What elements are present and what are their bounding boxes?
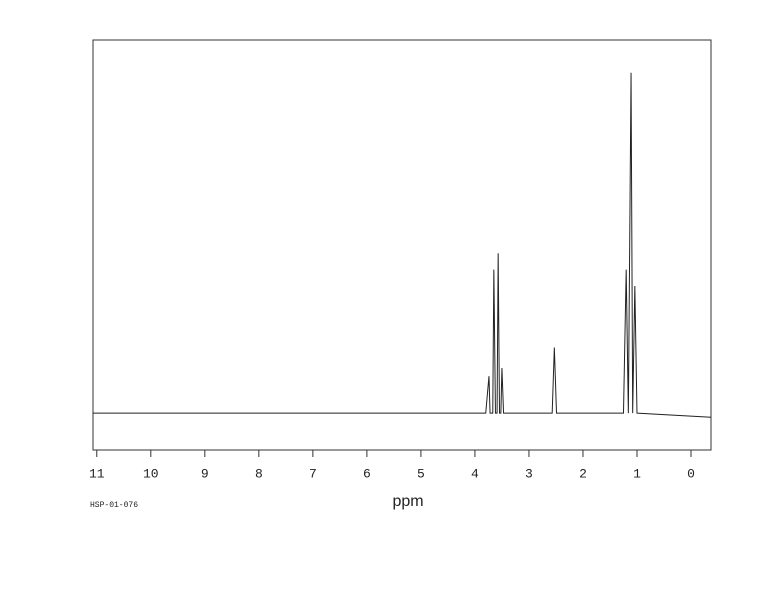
x-tick-label: 11: [89, 466, 105, 481]
x-tick-label: 8: [255, 466, 263, 481]
x-axis-label: ppm: [392, 493, 423, 510]
x-tick-label: 6: [363, 466, 371, 481]
plot-frame: [92, 39, 712, 451]
x-tick-label: 1: [633, 466, 641, 481]
x-tick-label: 0: [687, 466, 695, 481]
spectrum-line: [93, 72, 712, 418]
x-tick-label: 9: [201, 466, 209, 481]
footnote: HSP-01-076: [90, 501, 138, 510]
x-tick-label: 4: [471, 466, 479, 481]
x-tick-label: 5: [417, 466, 425, 481]
x-tick-label: 7: [309, 466, 317, 481]
x-tick-label: 2: [579, 466, 587, 481]
x-tick-label: 3: [525, 466, 533, 481]
x-tick-label: 10: [143, 466, 159, 481]
